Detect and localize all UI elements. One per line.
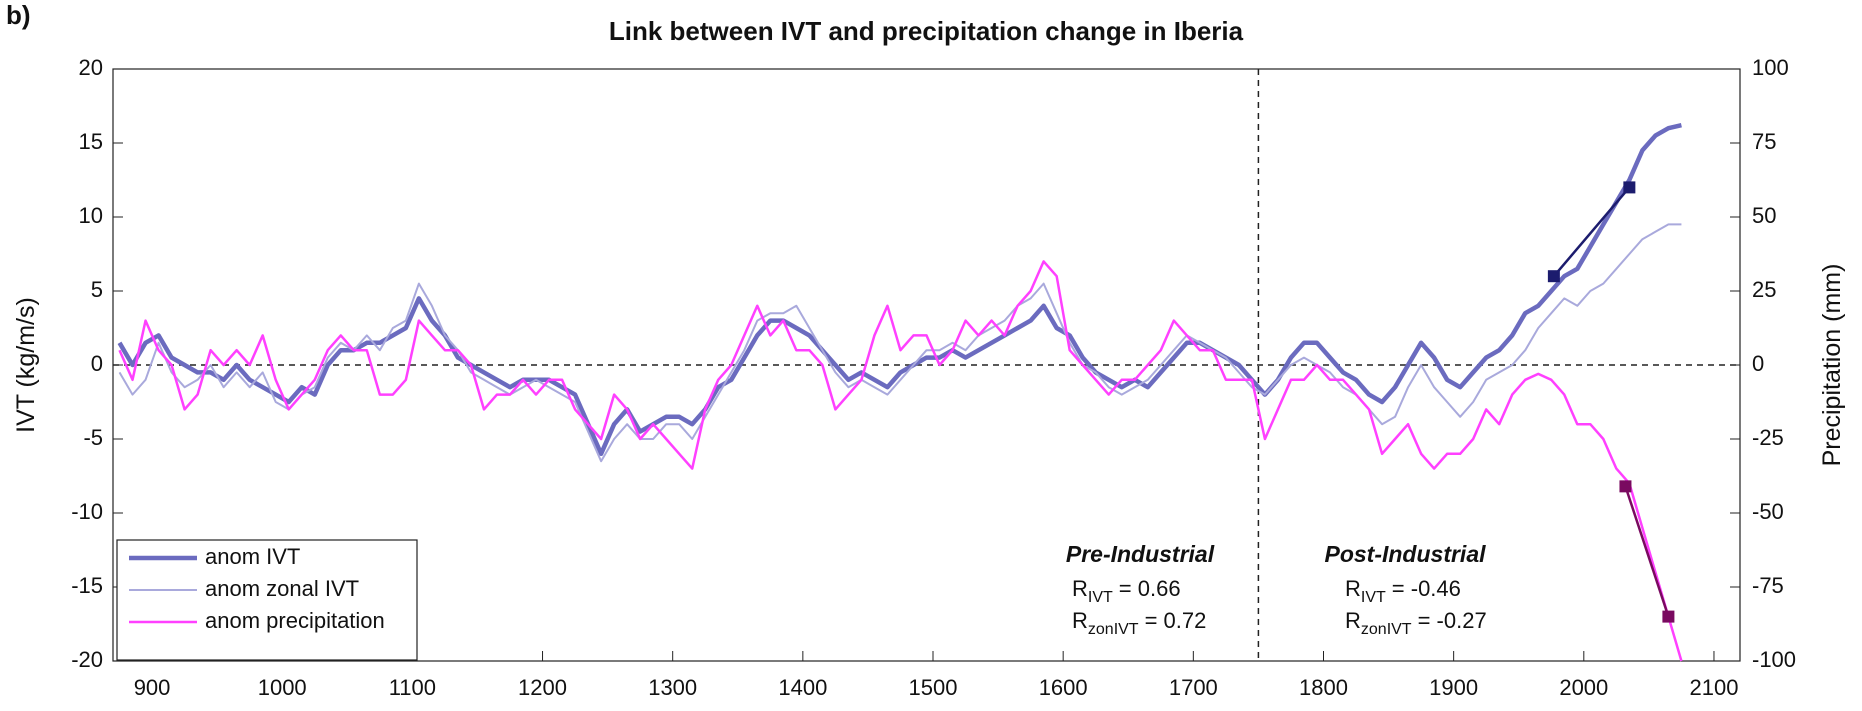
stat-value: = 0.66 (1119, 576, 1181, 601)
x-tick-label: 1200 (518, 675, 567, 700)
x-tick-label: 1800 (1299, 675, 1348, 700)
y-tick-label: -20 (71, 647, 103, 672)
y2-tick-label: 25 (1752, 277, 1776, 302)
x-tick-label: 1400 (778, 675, 827, 700)
stat-symbol: R (1345, 608, 1361, 633)
y2-tick-label: 50 (1752, 203, 1776, 228)
trend-marker (1547, 270, 1560, 283)
stat-symbol: R (1345, 576, 1361, 601)
annotation-stat: RIVT = 0.66 (1072, 576, 1181, 606)
x-tick-label: 1900 (1429, 675, 1478, 700)
trend-marker (1619, 480, 1632, 493)
y-tick-label: 15 (79, 129, 103, 154)
x-tick-label: 1100 (389, 675, 436, 700)
series-line (118, 223, 1682, 463)
trend-marker (1662, 610, 1675, 623)
y-tick-label: 5 (91, 277, 103, 302)
y2-tick-label: 100 (1752, 55, 1789, 80)
y2-tick-label: 75 (1752, 129, 1776, 154)
stat-subscript: zonIVT (1361, 621, 1412, 638)
series-line (118, 260, 1683, 662)
legend-label: anom zonal IVT (205, 576, 359, 601)
y-tick-label: -5 (83, 425, 103, 450)
annotation-heading: Post-Industrial (1324, 541, 1486, 567)
stat-subscript: zonIVT (1088, 621, 1139, 638)
y2-axis-label: Precipitation (mm) (1818, 264, 1846, 467)
y2-tick-label: 0 (1752, 351, 1764, 376)
trend-marker (1623, 181, 1636, 194)
y-tick-label: 20 (79, 55, 103, 80)
y-axis-label: IVT (kg/m/s) (12, 297, 40, 433)
legend-label: anom precipitation (205, 608, 385, 633)
y2-tick-label: -75 (1752, 573, 1784, 598)
trend-line (1624, 485, 1670, 617)
x-tick-label: 1500 (909, 675, 958, 700)
x-tick-label: 1300 (648, 675, 697, 700)
stat-value: = -0.27 (1418, 608, 1487, 633)
stat-value: = 0.72 (1145, 608, 1207, 633)
stat-value: = -0.46 (1392, 576, 1461, 601)
stat-subscript: IVT (1361, 589, 1386, 606)
chart-title: Link between IVT and precipitation chang… (609, 16, 1244, 46)
y-tick-label: 10 (79, 203, 103, 228)
legend-label: anom IVT (205, 544, 300, 569)
x-tick-label: 1600 (1039, 675, 1088, 700)
y-tick-label: 0 (91, 351, 103, 376)
annotation-stat: RzonIVT = 0.72 (1072, 608, 1206, 638)
y-tick-label: -10 (71, 499, 103, 524)
y2-tick-label: -25 (1752, 425, 1784, 450)
x-tick-label: 1000 (258, 675, 307, 700)
y2-tick-label: -50 (1752, 499, 1784, 524)
stat-symbol: R (1072, 608, 1088, 633)
series-line (117, 123, 1682, 457)
annotation-stat: RzonIVT = -0.27 (1345, 608, 1487, 638)
trend-line (1552, 186, 1631, 278)
x-tick-label: 2000 (1559, 675, 1608, 700)
x-tick-label: 1700 (1169, 675, 1218, 700)
annotation-stat: RIVT = -0.46 (1345, 576, 1461, 606)
stat-symbol: R (1072, 576, 1088, 601)
annotation-heading: Pre-Industrial (1066, 541, 1215, 567)
x-tick-label: 900 (134, 675, 171, 700)
x-tick-label: 2100 (1689, 675, 1738, 700)
y-tick-label: -15 (71, 573, 103, 598)
stat-subscript: IVT (1088, 589, 1113, 606)
panel-label: b) (6, 0, 31, 30)
y2-tick-label: -100 (1752, 647, 1796, 672)
